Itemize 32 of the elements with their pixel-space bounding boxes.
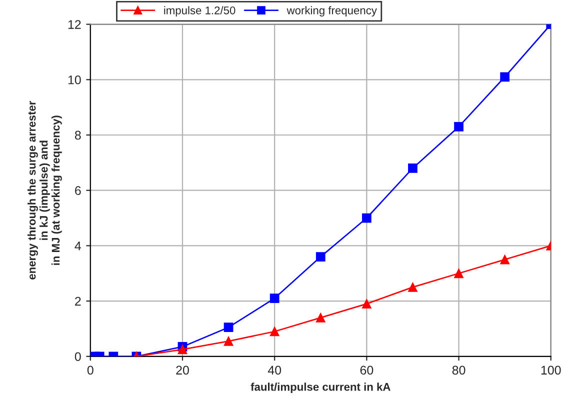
x-tick-label: 100: [541, 366, 561, 375]
x-tick-label: 20: [176, 366, 189, 375]
y-tick-label: 6: [75, 186, 81, 195]
point: [270, 294, 280, 303]
y-tick-label: 2: [75, 296, 81, 306]
point: [178, 344, 188, 354]
point: [500, 72, 510, 82]
point: [224, 336, 234, 346]
point: [408, 282, 418, 292]
x-tick-label: 40: [268, 366, 282, 375]
point: [408, 164, 418, 173]
x-tick-label: 0: [87, 366, 94, 375]
point: [500, 254, 510, 264]
y-tick-label: 12: [68, 20, 81, 29]
point: [316, 252, 326, 262]
x-axis-title: fault/impulse current in kA: [250, 382, 390, 393]
y-tick-label: 4: [74, 242, 82, 250]
point: [454, 122, 464, 132]
x-tick-label: 80: [452, 366, 466, 375]
point: [454, 268, 464, 278]
point: [316, 312, 326, 322]
x-tick-label: 60: [360, 366, 374, 375]
point: [270, 326, 280, 336]
y-axis-title: energy through the surge arrester in kJ (impulse) and in MJ (at working frequency): [28, 100, 62, 280]
y-tick-label: 0: [74, 352, 81, 362]
y-tick-label: 10: [68, 75, 81, 84]
legend-label: working frequency: [286, 6, 377, 17]
legend-label: impulse 1.2/50: [164, 6, 236, 17]
point: [362, 299, 372, 309]
y-tick-label: 8: [74, 130, 81, 140]
point: [362, 213, 372, 223]
point: [224, 322, 234, 332]
